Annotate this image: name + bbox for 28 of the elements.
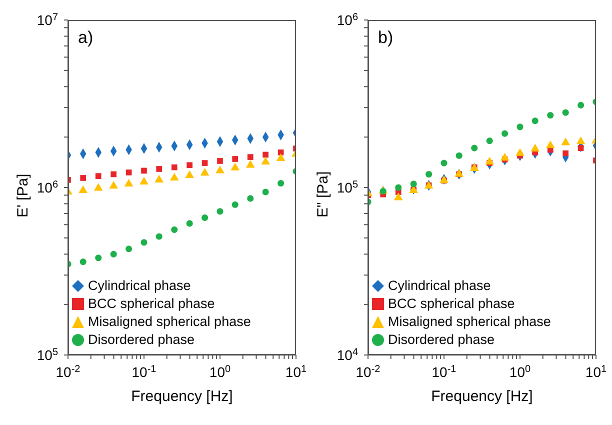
y-tick-label: 10$^{4}$	[336, 346, 358, 363]
annotation: a)	[78, 28, 94, 48]
x-tick-label: 10$^{-2}$	[56, 364, 81, 380]
y-tick-label: 10$^{5}$	[336, 179, 358, 196]
x-tick-label: 10$^{-2}$	[356, 364, 381, 380]
y-tick-label: 10$^{7}$	[36, 12, 58, 28]
y-axis-title: E' [Pa]	[14, 174, 32, 218]
y-axis-title: E" [Pa]	[314, 171, 332, 218]
x-tick-label: 10$^{1}$	[585, 364, 608, 380]
x-tick-label: 10$^{-1}$	[132, 364, 157, 380]
legend-label: BCC spherical phase	[88, 295, 215, 313]
x-tick-label: 10$^{0}$	[509, 364, 532, 380]
x-tick-label: 10$^{1}$	[285, 364, 308, 380]
y-tick-label: 10$^{6}$	[336, 12, 358, 28]
x-tick-label: 10$^{-1}$	[432, 364, 457, 380]
x-tick-label: 10$^{0}$	[209, 364, 232, 380]
legend-label: Disordered phase	[88, 331, 195, 349]
legend-label: BCC spherical phase	[388, 295, 515, 313]
y-tick-label: 10$^{5}$	[36, 346, 58, 363]
legend-label: Misaligned spherical phase	[388, 313, 551, 331]
x-axis-title: Frequency [Hz]	[131, 388, 233, 405]
legend-label: Disordered phase	[388, 331, 495, 349]
legend-label: Cylindrical phase	[388, 277, 491, 295]
y-tick-label: 10$^{6}$	[36, 179, 58, 196]
legend-label: Misaligned spherical phase	[88, 313, 251, 331]
x-axis-title: Frequency [Hz]	[431, 388, 533, 405]
annotation: b)	[378, 28, 394, 48]
legend-label: Cylindrical phase	[88, 277, 191, 295]
